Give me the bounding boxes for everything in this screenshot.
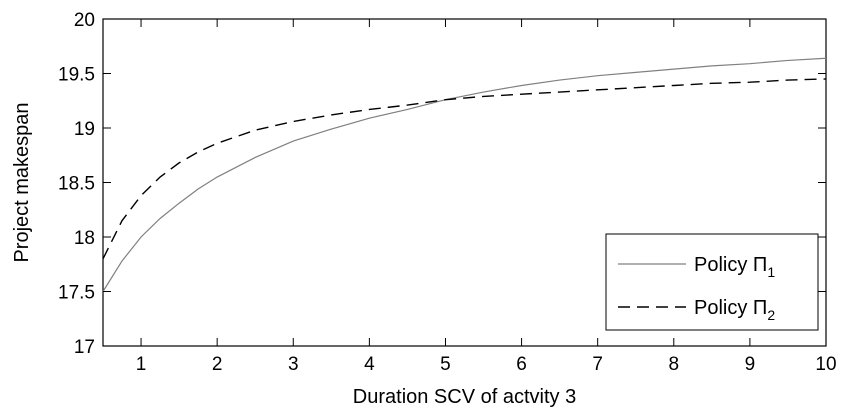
y-tick-label: 18 [74,228,95,249]
x-tick-label: 3 [288,354,299,375]
y-axis-ticks: 17 17.5 18 18.5 19 19.5 20 [58,10,826,358]
series-lines [102,57,827,292]
y-tick-label: 17.5 [58,283,95,304]
y-tick-label: 19 [74,119,95,140]
legend-entry-policy-2: Policy Π2 [618,297,775,323]
series-line-policy-1 [102,57,827,292]
y-tick-label: 17 [74,337,95,358]
x-tick-label: 6 [516,354,527,375]
x-tick-label: 8 [669,354,680,375]
series-line-policy-2 [102,78,827,260]
legend-label-policy-1-text: Policy Π [694,254,767,276]
x-tick-label: 2 [212,354,223,375]
legend-label-policy-2-subscript: 2 [767,307,775,323]
x-tick-label: 1 [136,354,147,375]
legend-entry-policy-1: Policy Π1 [618,254,775,280]
legend-label-policy-2-text: Policy Π [694,297,767,319]
x-tick-label: 7 [592,354,603,375]
x-axis-label: Duration SCV of actvity 3 [353,386,576,408]
y-tick-label: 19.5 [58,65,95,86]
x-tick-label: 10 [815,354,836,375]
legend-label-policy-2: Policy Π2 [694,297,775,323]
legend-box [605,233,819,331]
y-axis-label: Project makespan [11,102,33,262]
x-tick-label: 9 [745,354,756,375]
y-tick-label: 20 [74,10,95,31]
legend-label-policy-1: Policy Π1 [694,254,775,280]
y-tick-label: 18.5 [58,174,95,195]
x-tick-label: 5 [440,354,451,375]
x-axis-ticks: 1 2 3 4 5 6 7 8 9 10 [136,19,837,375]
legend-label-policy-1-subscript: 1 [767,264,775,280]
legend: Policy Π1 Policy Π2 [605,233,819,331]
x-tick-label: 4 [364,354,375,375]
